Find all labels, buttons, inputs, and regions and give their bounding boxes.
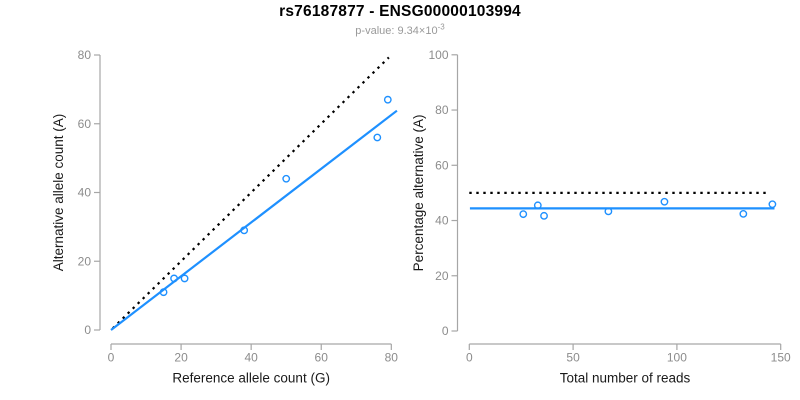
y-tick-label: 80 <box>78 48 92 62</box>
identity-line <box>111 56 390 330</box>
data-point <box>519 210 528 219</box>
pvalue-prefix: p-value: <box>355 25 398 37</box>
x-tick-label: 100 <box>667 351 687 365</box>
y-axis-title: Percentage alternative (A) <box>411 114 426 271</box>
y-tick-label: 40 <box>435 214 449 228</box>
x-tick-label: 0 <box>108 351 115 365</box>
y-tick-label: 80 <box>435 103 449 117</box>
y-tick-label: 20 <box>78 254 92 268</box>
x-tick-label: 0 <box>466 351 473 365</box>
plot-subtitle: p-value: 9.34×10-3 <box>0 22 800 37</box>
y-tick-label: 20 <box>435 269 449 283</box>
data-point <box>739 209 748 218</box>
data-point <box>660 197 669 206</box>
data-point <box>768 200 777 209</box>
data-point <box>540 211 548 220</box>
y-tick-label: 0 <box>84 323 91 337</box>
data-point <box>282 174 291 183</box>
y-tick-label: 60 <box>435 158 449 172</box>
y-tick-label: 100 <box>428 48 448 62</box>
y-axis-title: Alternative allele count (A) <box>51 114 66 272</box>
data-point <box>383 95 392 104</box>
y-tick-label: 40 <box>78 186 92 200</box>
x-tick-label: 60 <box>315 351 329 365</box>
data-point <box>180 274 189 283</box>
y-tick-label: 0 <box>442 324 449 338</box>
x-tick-label: 50 <box>566 351 580 365</box>
x-tick-label: 150 <box>771 351 791 365</box>
panel-allele-counts: 0 20 40 60 80 0 20 40 60 80 Reference allele count… <box>51 48 398 386</box>
y-tick-label: 60 <box>78 117 92 131</box>
plot-title: rs76187877 - ENSG00000103994 <box>279 3 521 20</box>
data-point <box>373 133 382 142</box>
x-tick-label: 80 <box>385 351 399 365</box>
pvalue-mantissa: 9.34×10 <box>397 25 438 37</box>
x-axis-title: Total number of reads <box>560 371 691 386</box>
x-tick-label: 40 <box>244 351 258 365</box>
x-axis-title: Reference allele count (G) <box>172 371 330 386</box>
pvalue-exponent: -3 <box>437 22 445 32</box>
fit-line <box>110 109 398 331</box>
panel-percentage-vs-reads: 0 20 40 60 80 100 0 50 100 150 Total number of rea… <box>411 48 791 386</box>
x-tick-label: 20 <box>174 351 188 365</box>
